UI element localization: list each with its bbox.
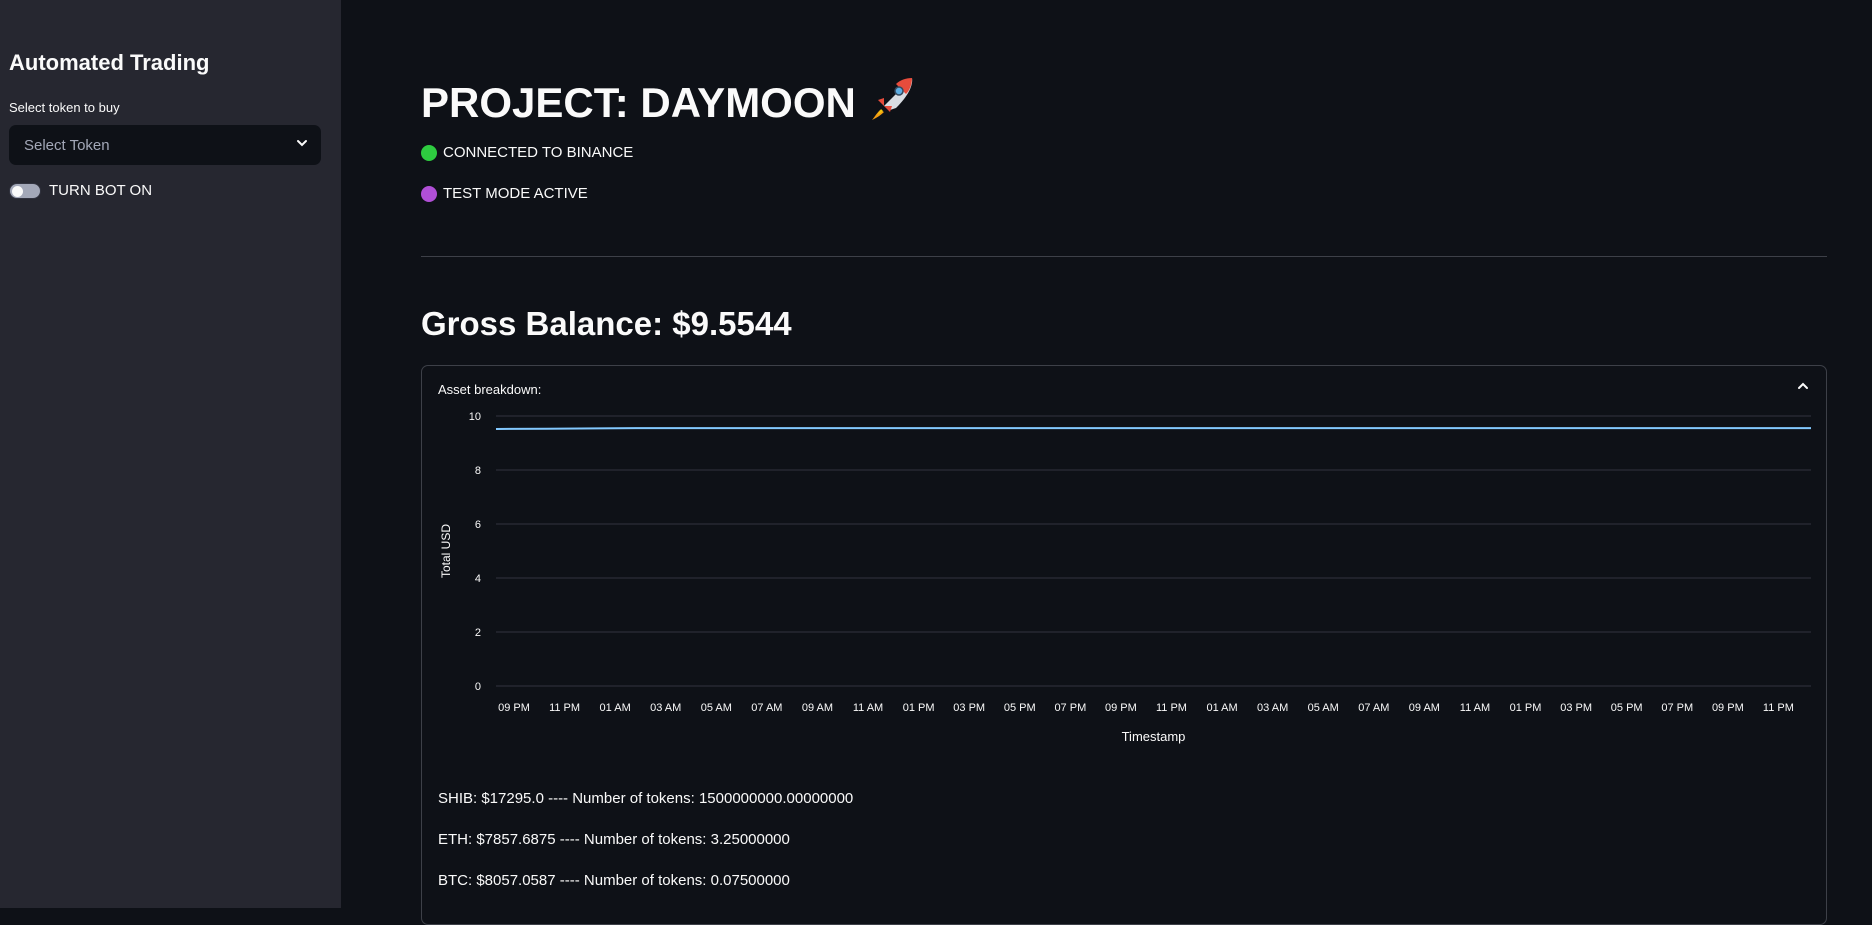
chevron-up-icon[interactable] [1796, 379, 1810, 398]
asset-line-shib: SHIB: $17295.0 ---- Number of tokens: 15… [438, 790, 854, 807]
x-tick-label: 03 PM [953, 702, 985, 714]
asset-line-btc: BTC: $8057.0587 ---- Number of tokens: 0… [438, 872, 790, 889]
x-tick-label: 11 PM [549, 702, 580, 714]
y-tick-label: 4 [475, 573, 481, 585]
balance-chart: 0 2 4 6 8 10 09 PM 11 PM 01 AM 03 AM 05 AM 07 AM 09 … [439, 411, 1811, 744]
bot-toggle-switch[interactable] [9, 182, 41, 199]
green-circle-icon [421, 144, 437, 161]
x-tick-label: 05 AM [701, 702, 732, 714]
x-tick-label: 07 PM [1054, 702, 1086, 714]
token-select-label: Select token to buy [9, 100, 120, 115]
expander-label[interactable]: Asset breakdown: [438, 382, 542, 397]
x-tick-label: 05 PM [1611, 702, 1643, 714]
purple-circle-icon [421, 185, 437, 202]
x-tick-label: 09 AM [802, 702, 833, 714]
x-tick-label: 09 PM [498, 702, 530, 714]
x-tick-label: 05 AM [1308, 702, 1339, 714]
x-tick-label: 11 AM [853, 702, 883, 714]
y-tick-label: 8 [475, 465, 481, 477]
page-title: PROJECT: DAYMOON [421, 72, 918, 134]
x-axis-label: Timestamp [1122, 729, 1186, 744]
x-tick-label: 03 AM [1257, 702, 1288, 714]
token-select[interactable]: Select Token [9, 125, 321, 165]
x-tick-label: 01 PM [1510, 702, 1542, 714]
x-tick-label: 01 AM [600, 702, 631, 714]
x-tick-label: 01 PM [903, 702, 935, 714]
x-tick-label: 11 AM [1460, 702, 1490, 714]
x-tick-label: 09 PM [1712, 702, 1744, 714]
status-connected: CONNECTED TO BINANCE [421, 144, 633, 161]
page-title-text: PROJECT: DAYMOON [421, 79, 856, 126]
y-axis-label: Total USD [439, 524, 453, 578]
sidebar: Automated Trading Select token to buy Se… [0, 0, 341, 908]
status-test-mode: TEST MODE ACTIVE [421, 185, 588, 202]
divider [421, 256, 1827, 257]
y-tick-label: 0 [475, 681, 481, 693]
rocket-icon [866, 72, 918, 134]
y-tick-label: 6 [475, 519, 481, 531]
x-tick-label: 11 PM [1763, 702, 1794, 714]
status-test-mode-text: TEST MODE ACTIVE [443, 185, 588, 202]
x-tick-label: 01 AM [1206, 702, 1237, 714]
gross-balance: Gross Balance: $9.5544 [421, 305, 792, 342]
x-tick-label: 07 AM [1358, 702, 1389, 714]
sidebar-title: Automated Trading [9, 50, 210, 75]
x-tick-label: 09 AM [1409, 702, 1440, 714]
x-tick-label: 11 PM [1156, 702, 1187, 714]
x-tick-label: 03 PM [1560, 702, 1592, 714]
chevron-down-icon [295, 136, 309, 155]
status-connected-text: CONNECTED TO BINANCE [443, 144, 634, 161]
x-tick-label: 05 PM [1004, 702, 1036, 714]
y-tick-label: 10 [469, 411, 481, 423]
asset-breakdown-expander: Asset breakdown: 0 2 4 6 8 10 09 PM 11 PM 01 AM 0… [421, 365, 1827, 925]
bot-toggle[interactable]: TURN BOT ON [9, 182, 152, 199]
x-tick-label: 03 AM [650, 702, 681, 714]
series-line [495, 427, 1811, 430]
asset-line-eth: ETH: $7857.6875 ---- Number of tokens: 3… [438, 831, 790, 848]
x-tick-label: 07 AM [751, 702, 782, 714]
bot-toggle-label: TURN BOT ON [49, 182, 153, 199]
x-tick-label: 09 PM [1105, 702, 1137, 714]
y-tick-label: 2 [475, 627, 481, 639]
token-select-placeholder: Select Token [24, 136, 110, 154]
x-tick-label: 07 PM [1661, 702, 1693, 714]
